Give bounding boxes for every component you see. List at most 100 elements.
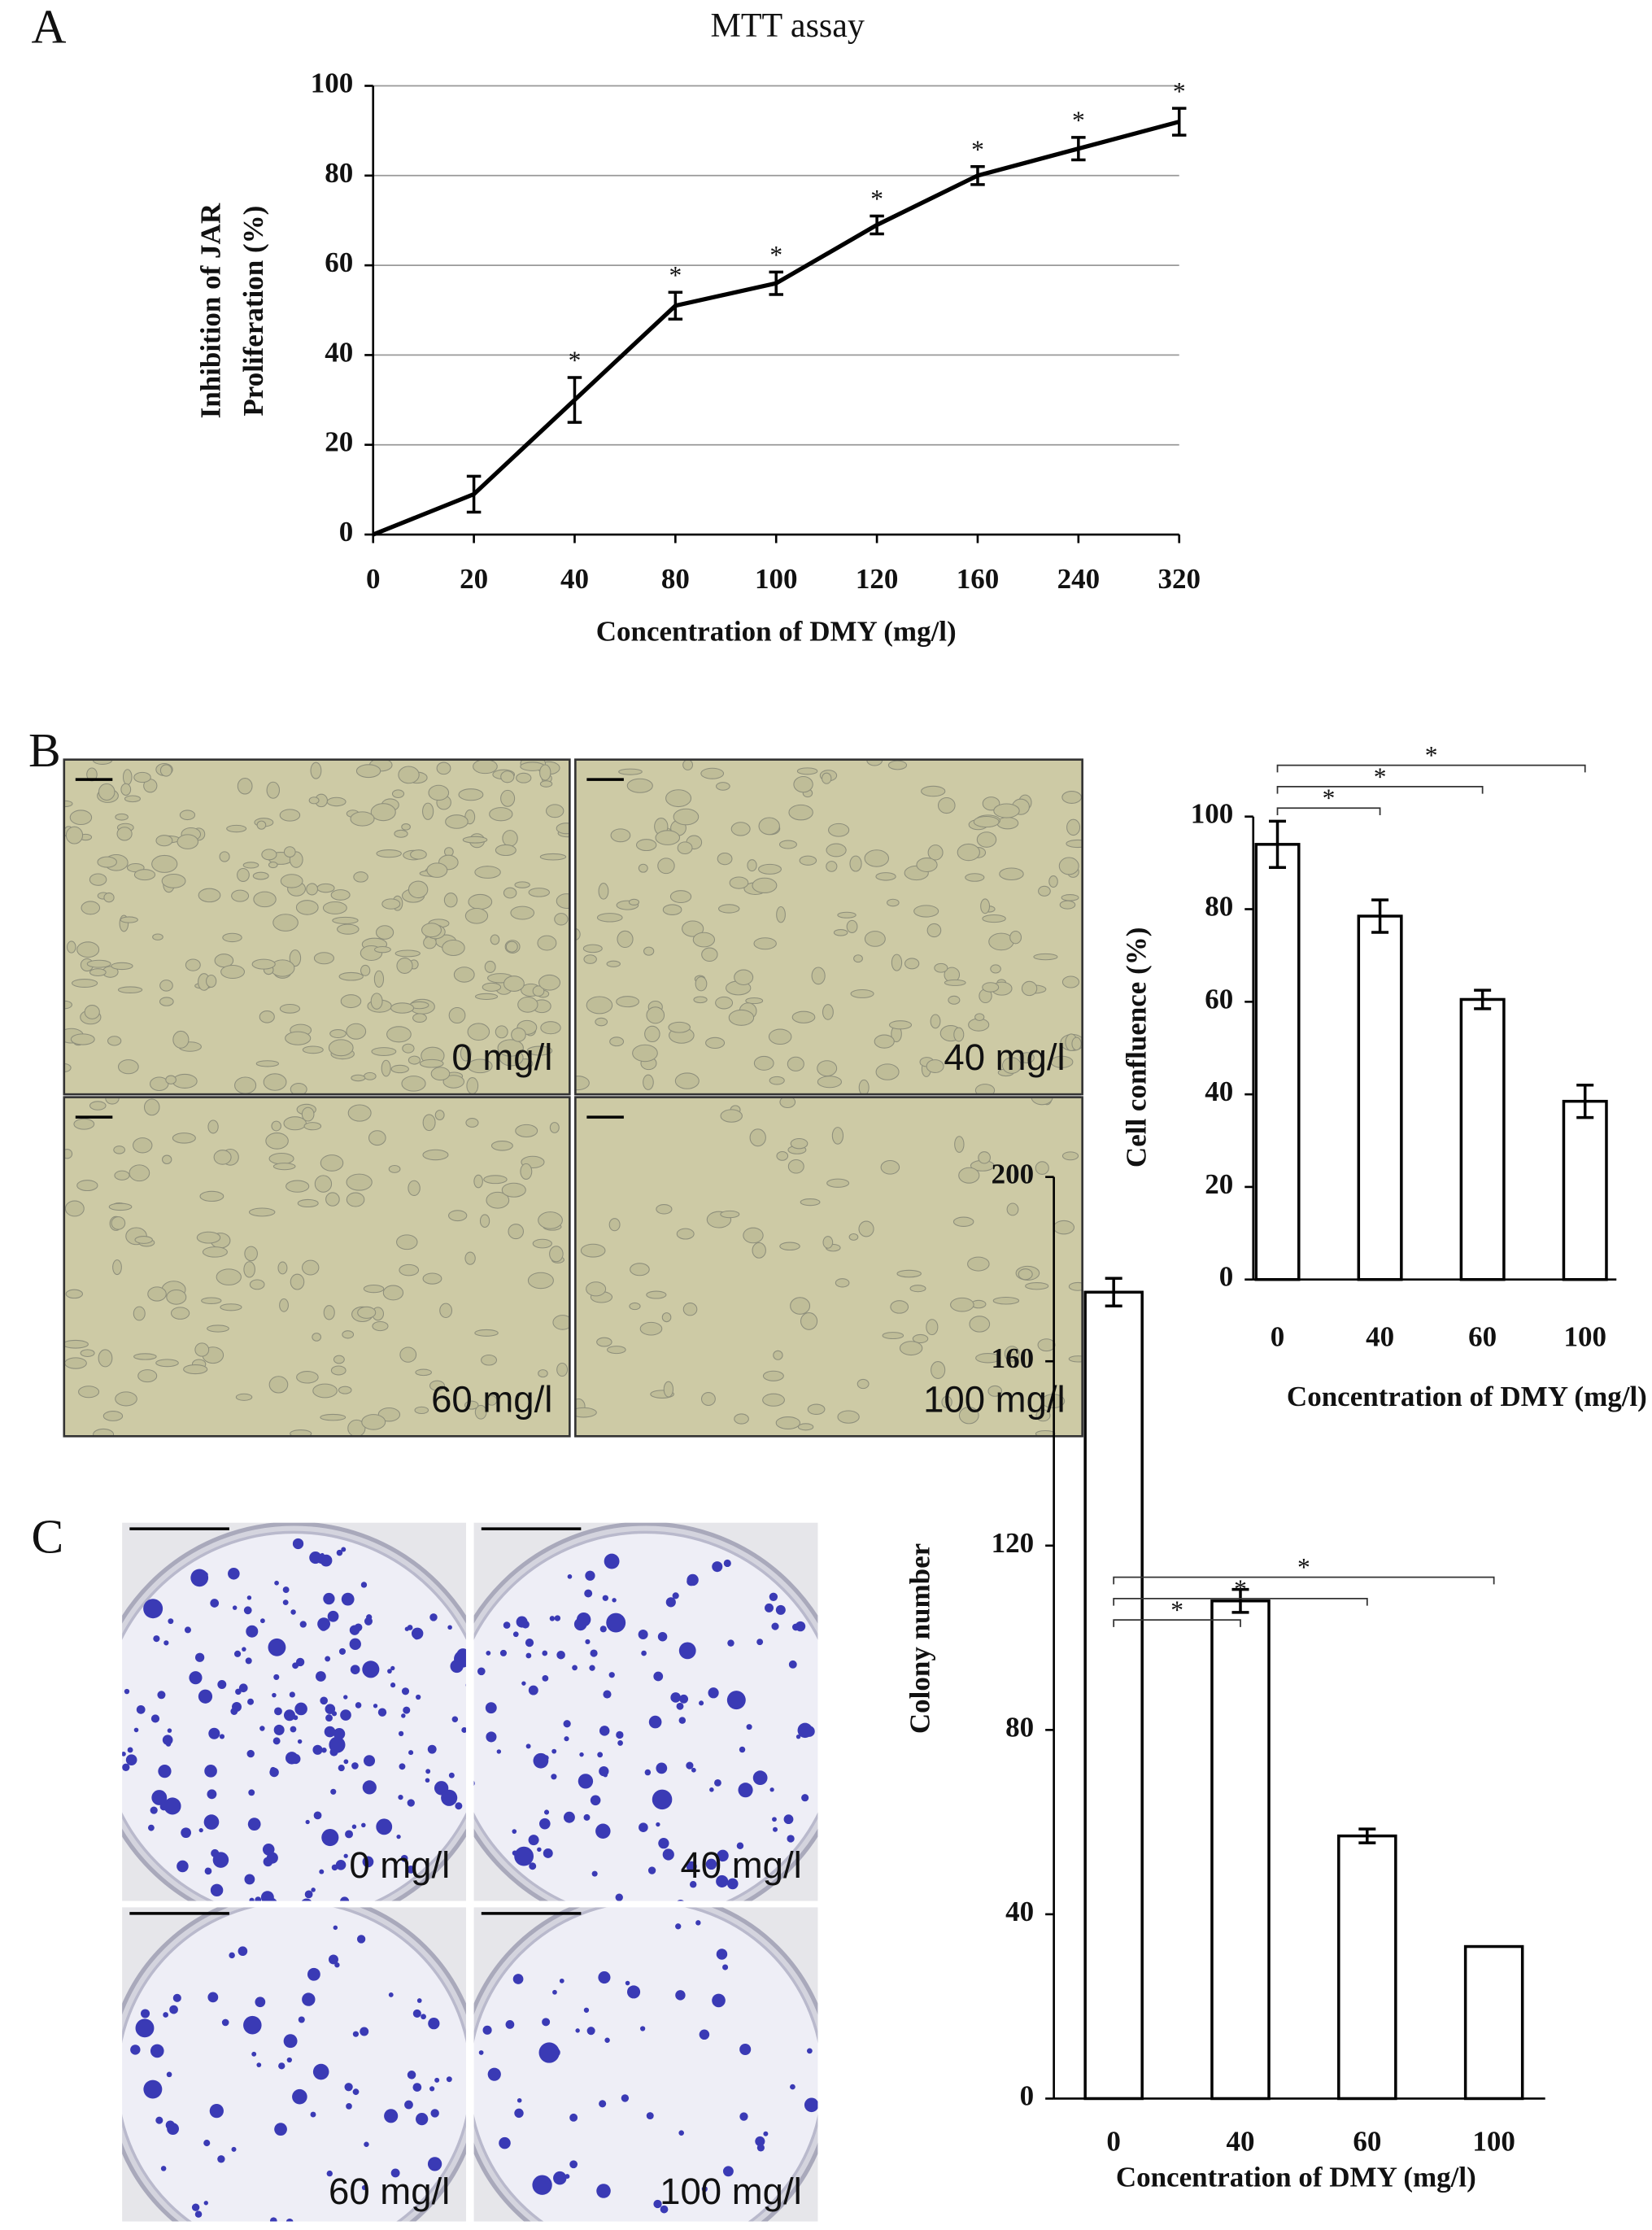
- colony: [427, 1744, 437, 1754]
- cell: [853, 954, 863, 963]
- error-bar: [1474, 988, 1492, 1010]
- colony: [325, 1714, 333, 1722]
- cell: [1033, 953, 1058, 961]
- colony: [716, 1949, 728, 1960]
- colony: [537, 1847, 542, 1853]
- cell: [976, 831, 997, 848]
- colony: [235, 1688, 242, 1695]
- cell: [657, 858, 675, 875]
- cell: [280, 874, 303, 888]
- colony: [320, 1552, 325, 1558]
- colony: [298, 2016, 305, 2023]
- colony: [590, 1649, 598, 1657]
- cell: [987, 1385, 1003, 1397]
- colony: [723, 1559, 731, 1568]
- cell: [207, 1119, 219, 1134]
- colony: [384, 2109, 399, 2123]
- colony: [722, 1964, 729, 1970]
- cell: [428, 784, 450, 801]
- colony: [238, 1946, 248, 1957]
- colony: [209, 2104, 224, 2119]
- x-tick-label: 240: [1057, 563, 1101, 595]
- cell: [729, 876, 749, 889]
- cell: [916, 858, 938, 873]
- image-content: [473, 1521, 819, 1902]
- colony: [485, 1702, 497, 1714]
- cell: [115, 1391, 137, 1407]
- colony: [349, 1625, 360, 1635]
- cell: [1025, 1282, 1049, 1290]
- colony: [455, 1802, 463, 1810]
- colony: [401, 1687, 410, 1695]
- colony: [543, 1809, 550, 1815]
- colony: [551, 1748, 557, 1754]
- colony: [652, 1789, 673, 1810]
- cell: [272, 1163, 296, 1171]
- colony: [775, 1604, 786, 1615]
- cell: [676, 1228, 695, 1240]
- cell: [796, 767, 818, 775]
- bar: [1463, 1944, 1524, 2101]
- colony: [150, 1714, 160, 1723]
- colony: [204, 1867, 212, 1875]
- colony: [310, 2111, 316, 2118]
- colony: [274, 2123, 287, 2136]
- colony: [202, 1572, 208, 1578]
- colony: [238, 1683, 248, 1693]
- colony: [312, 1744, 323, 1755]
- cell: [730, 822, 751, 836]
- colony: [162, 1735, 173, 1745]
- cell: [248, 1207, 276, 1217]
- cell: [279, 1298, 289, 1312]
- x-tick-label: 60: [1353, 2126, 1381, 2158]
- cell: [308, 796, 320, 805]
- cell: [549, 1246, 564, 1263]
- significance-star: *: [769, 241, 782, 269]
- colony: [662, 1848, 674, 1861]
- cell: [183, 1364, 208, 1375]
- cell: [312, 1383, 338, 1399]
- y-tick-label: 80: [1005, 1711, 1034, 1743]
- cell: [372, 1320, 389, 1332]
- cell: [891, 954, 903, 971]
- cell: [375, 925, 394, 940]
- colony: [660, 2205, 669, 2214]
- cell: [758, 817, 780, 836]
- colony: [572, 1665, 578, 1671]
- cell: [253, 891, 277, 908]
- colony: [521, 1681, 526, 1686]
- colony: [136, 1704, 146, 1714]
- error-bar: [567, 376, 582, 424]
- colony: [569, 2160, 578, 2169]
- colony: [255, 1896, 262, 1902]
- colony: [496, 1749, 502, 1754]
- cell: [290, 1429, 312, 1437]
- colony: [231, 2146, 237, 2152]
- y-tick-label: 0: [1219, 1261, 1234, 1293]
- cell: [682, 759, 694, 770]
- cell: [596, 1337, 612, 1347]
- colony: [166, 2071, 172, 2078]
- cell: [322, 901, 347, 914]
- panel-label: A: [32, 0, 67, 54]
- cell: [333, 1355, 345, 1364]
- colony: [151, 1790, 168, 1805]
- cell: [575, 1076, 590, 1091]
- cell: [927, 844, 944, 861]
- colony: [286, 2057, 292, 2063]
- error-bar: [1171, 107, 1187, 137]
- cell: [70, 1033, 95, 1045]
- colony: [274, 1580, 279, 1586]
- cell: [831, 1127, 844, 1145]
- cell: [673, 808, 700, 826]
- colony: [390, 1665, 395, 1671]
- cell: [849, 855, 862, 872]
- cell: [346, 1173, 373, 1191]
- colony: [727, 1639, 734, 1647]
- cell: [86, 959, 111, 968]
- cell: [890, 1300, 909, 1314]
- cell: [151, 854, 178, 873]
- cell: [930, 1014, 941, 1029]
- cell: [1048, 875, 1058, 888]
